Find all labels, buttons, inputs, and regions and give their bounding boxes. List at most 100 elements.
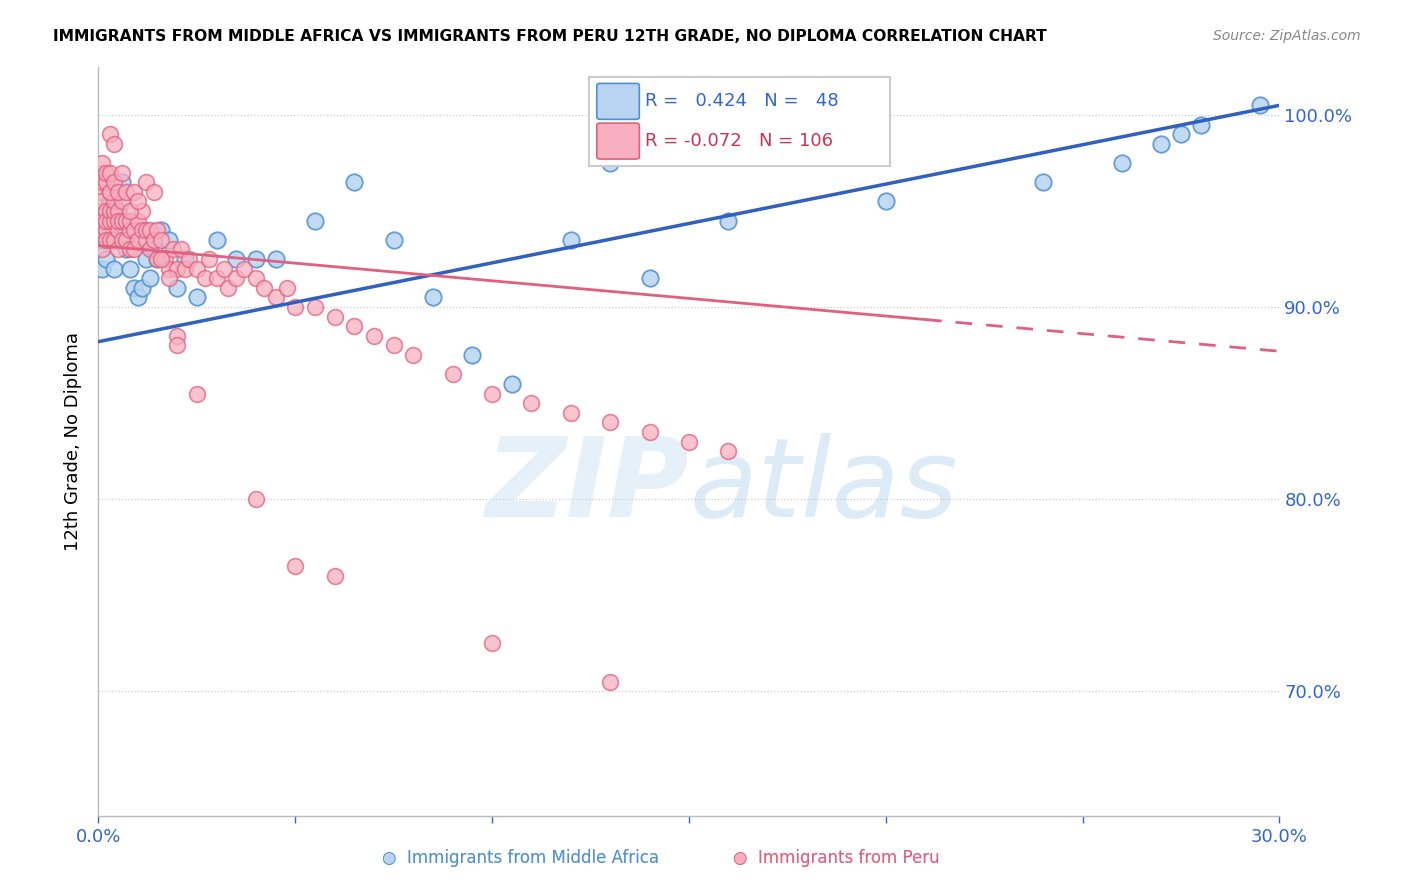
Point xyxy=(599,156,621,170)
Point xyxy=(343,319,366,334)
Point xyxy=(118,261,141,276)
Point xyxy=(98,213,121,227)
Point xyxy=(284,300,307,314)
Point xyxy=(91,194,114,209)
Point xyxy=(461,348,484,362)
Point xyxy=(382,233,405,247)
Point xyxy=(96,165,118,179)
Point xyxy=(107,233,129,247)
Point xyxy=(115,243,138,257)
Point xyxy=(560,406,582,420)
Point xyxy=(186,386,208,401)
Point xyxy=(197,252,219,266)
Text: Source: ZipAtlas.com: Source: ZipAtlas.com xyxy=(1213,29,1361,43)
Point xyxy=(131,204,153,219)
Point xyxy=(138,223,160,237)
Point xyxy=(111,213,134,227)
Point xyxy=(91,243,114,257)
Point xyxy=(115,233,138,247)
Point xyxy=(166,338,188,352)
Point xyxy=(343,175,366,189)
Point xyxy=(127,213,149,227)
Point xyxy=(98,204,121,219)
Point xyxy=(304,213,326,227)
Point xyxy=(98,185,121,199)
Point xyxy=(111,194,134,209)
Point xyxy=(91,156,114,170)
Point xyxy=(115,213,138,227)
Point xyxy=(138,271,160,285)
Point xyxy=(599,674,621,689)
Point xyxy=(382,338,405,352)
Point xyxy=(214,261,236,276)
Point xyxy=(520,396,543,410)
Point xyxy=(264,252,287,266)
Point xyxy=(441,368,464,382)
Point xyxy=(245,492,267,507)
Point xyxy=(174,261,197,276)
Point xyxy=(146,223,169,237)
Point xyxy=(131,223,153,237)
Point xyxy=(875,194,897,209)
Point xyxy=(98,223,121,237)
Point xyxy=(481,636,503,650)
Point xyxy=(205,271,228,285)
Point xyxy=(111,175,134,189)
Text: R =   0.424   N =   48: R = 0.424 N = 48 xyxy=(645,93,839,111)
Point xyxy=(166,281,188,295)
Text: R = -0.072   N = 106: R = -0.072 N = 106 xyxy=(645,132,834,150)
Point xyxy=(146,252,169,266)
Point xyxy=(481,386,503,401)
Point xyxy=(166,261,188,276)
Point xyxy=(107,213,129,227)
Point xyxy=(1189,118,1212,132)
Point xyxy=(103,194,125,209)
Point xyxy=(118,204,141,219)
Point xyxy=(264,290,287,304)
Point xyxy=(501,376,523,391)
Point xyxy=(111,233,134,247)
Point xyxy=(122,243,145,257)
Point xyxy=(118,213,141,227)
Point xyxy=(157,271,180,285)
Point xyxy=(304,300,326,314)
Point xyxy=(107,204,129,219)
Text: ZIP: ZIP xyxy=(485,433,689,540)
Point xyxy=(323,569,346,583)
Point xyxy=(127,233,149,247)
Point xyxy=(96,252,118,266)
Point xyxy=(103,204,125,219)
Text: atlas: atlas xyxy=(689,433,957,540)
Point xyxy=(402,348,425,362)
FancyBboxPatch shape xyxy=(596,83,640,120)
Point xyxy=(135,252,157,266)
Point xyxy=(91,175,114,189)
Point xyxy=(638,425,661,439)
Point xyxy=(111,213,134,227)
Point xyxy=(122,185,145,199)
Text: ○  Immigrants from Peru: ○ Immigrants from Peru xyxy=(734,849,939,867)
Point xyxy=(98,194,121,209)
Point xyxy=(91,261,114,276)
Point xyxy=(96,175,118,189)
Point xyxy=(96,213,118,227)
Point xyxy=(146,252,169,266)
Point xyxy=(253,281,276,295)
Point xyxy=(111,165,134,179)
Point xyxy=(150,223,173,237)
Point xyxy=(1249,98,1271,112)
Point xyxy=(233,261,256,276)
Point xyxy=(157,233,180,247)
Point xyxy=(170,243,193,257)
Point xyxy=(225,252,247,266)
Y-axis label: 12th Grade, No Diploma: 12th Grade, No Diploma xyxy=(63,332,82,551)
Point xyxy=(107,185,129,199)
Point xyxy=(91,223,114,237)
Point xyxy=(162,243,184,257)
Point xyxy=(157,261,180,276)
Point xyxy=(142,243,165,257)
Point xyxy=(276,281,298,295)
Point xyxy=(96,233,118,247)
Point xyxy=(122,281,145,295)
Point xyxy=(177,252,200,266)
